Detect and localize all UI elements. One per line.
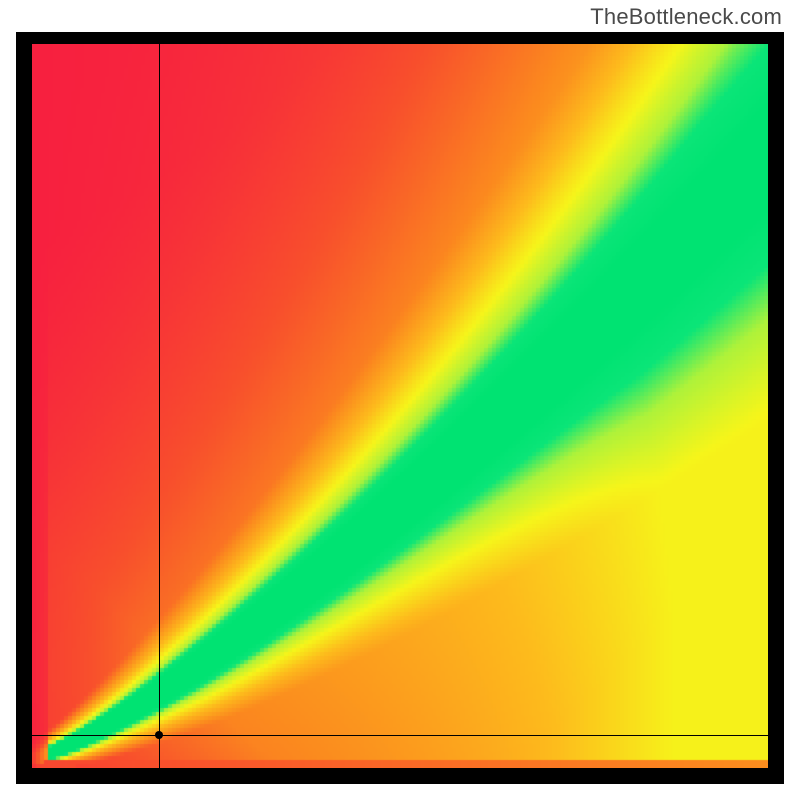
plot-border-bottom [16, 768, 784, 784]
crosshair-point [155, 731, 163, 739]
plot-container [0, 0, 800, 800]
crosshair-horizontal [32, 735, 768, 736]
bottleneck-heatmap [32, 44, 768, 768]
crosshair-vertical [159, 44, 160, 768]
plot-border-left [16, 32, 32, 784]
plot-border-right [768, 32, 784, 784]
plot-border-top [16, 32, 784, 44]
watermark-text: TheBottleneck.com [590, 4, 782, 30]
